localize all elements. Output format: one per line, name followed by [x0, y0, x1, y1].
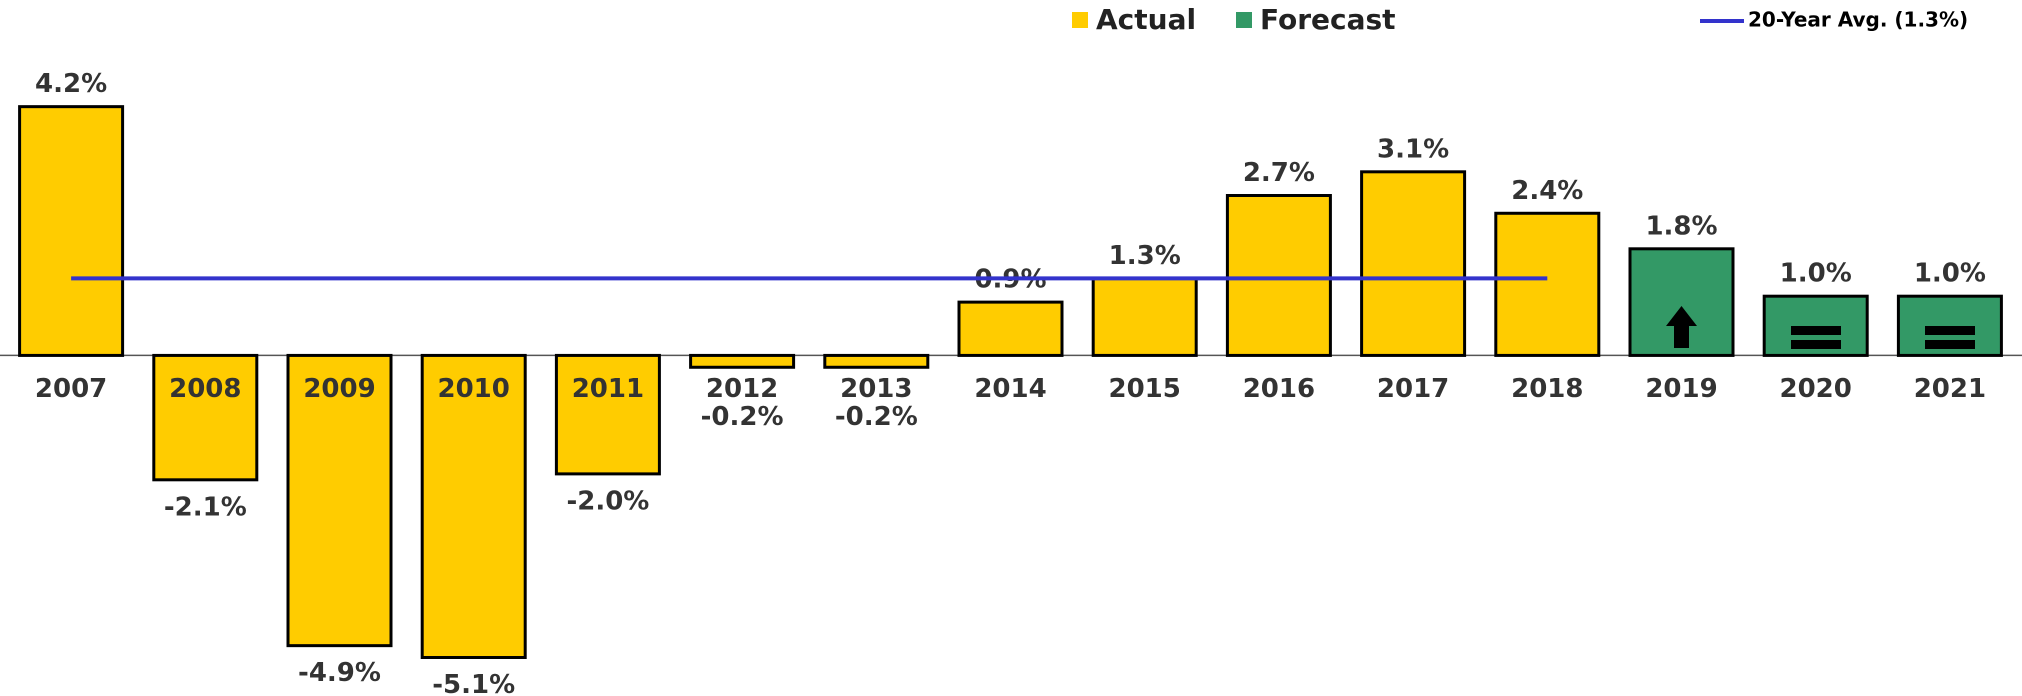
legend-label: Forecast	[1260, 3, 1396, 36]
x-tick-label: 2011	[572, 374, 644, 404]
x-tick-label: 2009	[303, 374, 375, 404]
legend-swatch	[1072, 12, 1088, 28]
bar	[823, 353, 930, 369]
legend-label: 20-Year Avg. (1.3%)	[1748, 8, 1968, 32]
x-tick-label: 2008	[169, 374, 241, 404]
x-tick-label: 2017	[1377, 374, 1449, 404]
equal-icon	[1925, 326, 1975, 335]
overlay: 4.2%-2.1%-4.9% -5.1%-2.0%-0.2% -0.2%0.9%1.…	[35, 3, 1986, 696]
value-label: 1.3%	[1109, 241, 1181, 271]
legend-swatch	[1236, 12, 1252, 28]
value-label: -2.1%	[164, 492, 247, 522]
equal-icon	[1925, 340, 1975, 349]
value-label: -0.2%	[701, 402, 784, 432]
forecast-icons	[1666, 306, 1975, 349]
bar	[152, 353, 259, 482]
value-label: 1.0%	[1780, 259, 1852, 289]
bar	[1494, 211, 1601, 357]
x-tick-label: 2013	[840, 374, 912, 404]
bars	[0, 105, 2022, 659]
x-tick-label: 2020	[1780, 374, 1852, 404]
value-label: -5.1%	[432, 670, 515, 696]
bar	[420, 353, 527, 659]
value-label: -4.9%	[298, 658, 381, 688]
value-label: 1.0%	[1914, 259, 1986, 289]
equal-icon	[1791, 326, 1841, 335]
bar	[286, 353, 393, 648]
bar	[1360, 170, 1467, 357]
x-tick-label: 2014	[974, 374, 1046, 404]
bar	[1225, 194, 1332, 357]
value-label: -0.2%	[835, 402, 918, 432]
value-label: -2.0%	[566, 486, 649, 516]
value-label: 1.8%	[1645, 211, 1717, 241]
x-tick-label: 2021	[1914, 374, 1986, 404]
x-tick-label: 2018	[1511, 374, 1583, 404]
value-label: 2.7%	[1243, 158, 1315, 188]
bar	[689, 353, 796, 369]
value-label: 3.1%	[1377, 134, 1449, 164]
x-tick-label: 2012	[706, 374, 778, 404]
bar	[957, 300, 1064, 357]
x-tick-label: 2007	[35, 374, 107, 404]
x-tick-label: 2016	[1243, 374, 1315, 404]
value-label: 4.2%	[35, 69, 107, 99]
value-label: 2.4%	[1511, 176, 1583, 206]
bar	[554, 353, 661, 476]
up-arrow-icon	[1666, 306, 1697, 348]
x-tick-label: 2010	[438, 374, 510, 404]
legend-label: Actual	[1096, 3, 1196, 36]
equal-icon	[1791, 340, 1841, 349]
bar	[1091, 276, 1198, 357]
x-tick-label: 2019	[1645, 374, 1717, 404]
x-tick-label: 2015	[1109, 374, 1181, 404]
bar	[18, 105, 125, 357]
